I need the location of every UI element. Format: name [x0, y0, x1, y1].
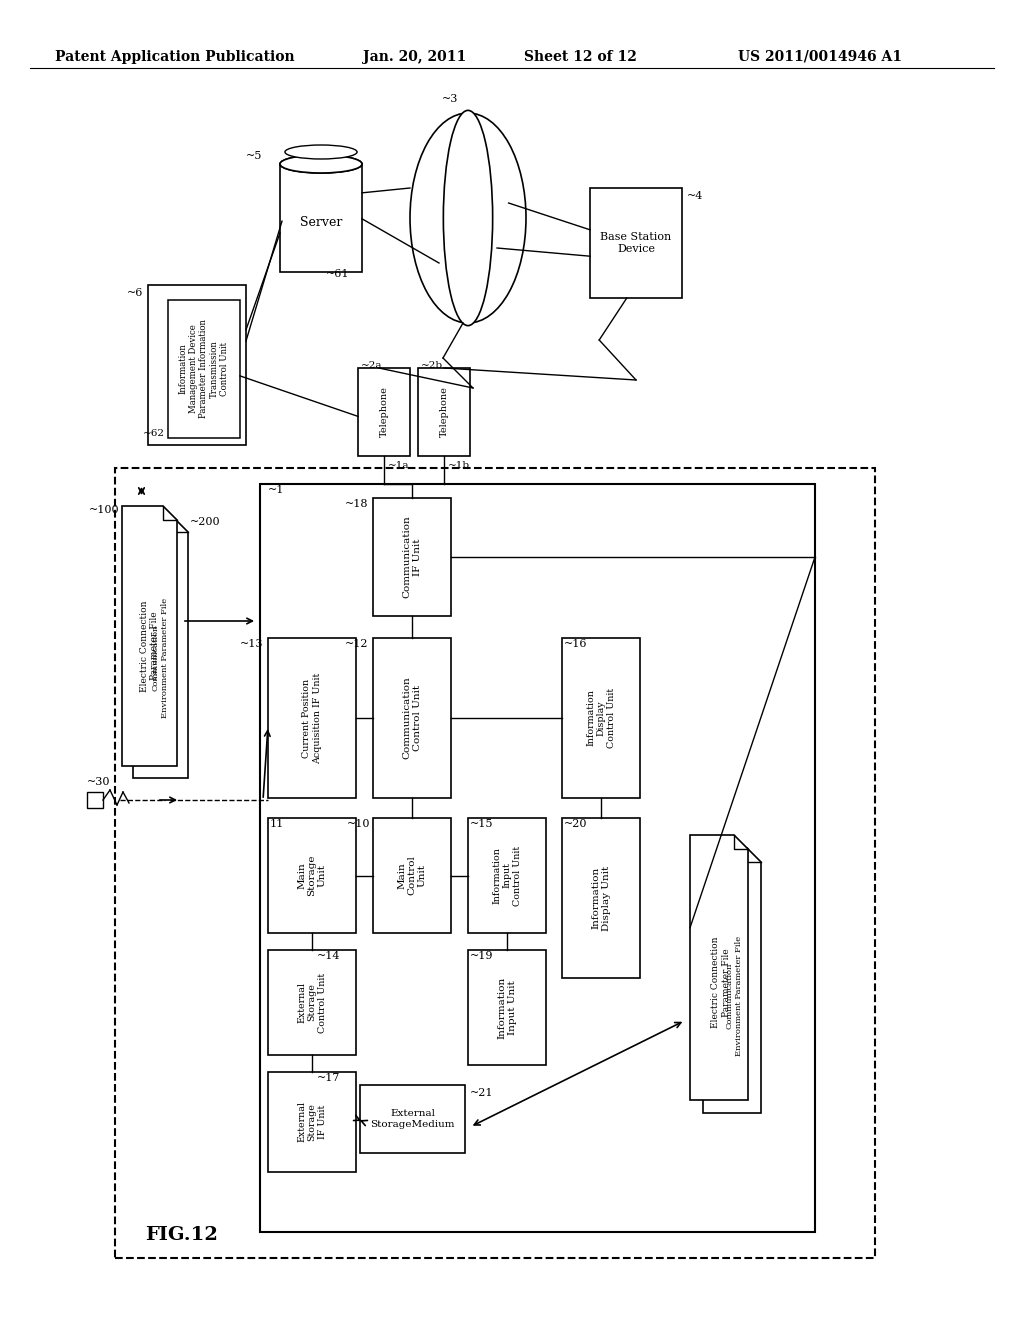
Text: ~21: ~21 — [470, 1088, 494, 1098]
Text: ~18: ~18 — [344, 499, 368, 510]
Text: ~12: ~12 — [344, 639, 368, 649]
Bar — [418, 368, 470, 455]
Bar — [562, 638, 640, 799]
Polygon shape — [122, 506, 177, 766]
Text: ~16: ~16 — [564, 639, 588, 649]
Text: FIG.12: FIG.12 — [145, 1226, 218, 1243]
Bar — [268, 950, 356, 1055]
Text: ~13: ~13 — [240, 639, 263, 649]
Text: ~17: ~17 — [317, 1073, 340, 1082]
Bar — [590, 187, 682, 298]
Text: ~4: ~4 — [687, 191, 703, 201]
Text: Server: Server — [300, 216, 342, 230]
Bar — [168, 300, 240, 438]
Bar — [360, 1085, 465, 1152]
Bar — [280, 164, 362, 272]
Polygon shape — [133, 517, 188, 777]
Text: ~200: ~200 — [190, 517, 220, 527]
Text: ~14: ~14 — [317, 950, 341, 961]
Text: Communication
Environment Parameter File: Communication Environment Parameter File — [152, 598, 169, 718]
Bar — [268, 818, 356, 933]
Text: Information
Input
Control Unit: Information Input Control Unit — [493, 845, 522, 906]
Text: ~15: ~15 — [470, 818, 494, 829]
Text: Information
Display
Control Unit: Information Display Control Unit — [586, 688, 615, 748]
Text: ~2a: ~2a — [361, 360, 383, 370]
Text: ~3: ~3 — [441, 94, 458, 104]
Text: Information
Input Unit: Information Input Unit — [498, 977, 517, 1039]
Text: External
Storage
IF Unit: External Storage IF Unit — [297, 1101, 327, 1143]
Text: ~1: ~1 — [268, 484, 285, 495]
Text: Telephone: Telephone — [439, 387, 449, 437]
Text: Telephone: Telephone — [380, 387, 388, 437]
Bar — [468, 950, 546, 1065]
Polygon shape — [703, 847, 761, 1113]
Text: Electric Connection
Parameter File: Electric Connection Parameter File — [712, 937, 731, 1028]
Bar — [373, 638, 451, 799]
Bar — [373, 498, 451, 616]
Text: Sheet 12 of 12: Sheet 12 of 12 — [523, 50, 637, 63]
Text: 11: 11 — [270, 818, 285, 829]
Ellipse shape — [410, 114, 526, 323]
Text: ~2b: ~2b — [421, 360, 443, 370]
Bar — [268, 1072, 356, 1172]
Bar — [373, 818, 451, 933]
Text: Communication
Environment Parameter File: Communication Environment Parameter File — [725, 936, 742, 1056]
Text: ~30: ~30 — [87, 777, 111, 787]
Bar — [148, 285, 246, 445]
Text: ~100: ~100 — [88, 506, 119, 515]
Text: Current Position
Acquisition IF Unit: Current Position Acquisition IF Unit — [302, 672, 322, 764]
Text: ~5: ~5 — [246, 150, 262, 161]
Text: ~10: ~10 — [346, 818, 370, 829]
Text: Information
Display Unit: Information Display Unit — [591, 866, 610, 931]
Text: ~19: ~19 — [470, 950, 494, 961]
Text: ~1b: ~1b — [449, 462, 470, 470]
Text: US 2011/0014946 A1: US 2011/0014946 A1 — [738, 50, 902, 63]
Text: Communication
IF Unit: Communication IF Unit — [402, 516, 422, 598]
Text: External
Storage
Control Unit: External Storage Control Unit — [297, 973, 327, 1032]
Text: Base Station
Device: Base Station Device — [600, 232, 672, 253]
Text: ~6: ~6 — [127, 288, 143, 298]
Text: ~61: ~61 — [326, 269, 349, 279]
Bar — [87, 792, 103, 808]
Text: Information
Management Device
Parameter Information
Transmission
Control Unit: Information Management Device Parameter … — [179, 319, 229, 418]
Text: ~62: ~62 — [143, 429, 165, 437]
Bar — [562, 818, 640, 978]
Text: External
StorageMedium: External StorageMedium — [371, 1109, 455, 1129]
Text: Jan. 20, 2011: Jan. 20, 2011 — [364, 50, 467, 63]
Bar — [268, 638, 356, 799]
Bar — [358, 368, 410, 455]
Text: Communication
Control Unit: Communication Control Unit — [402, 677, 422, 759]
Text: ~20: ~20 — [564, 818, 588, 829]
Ellipse shape — [285, 145, 357, 158]
Polygon shape — [690, 836, 748, 1100]
Ellipse shape — [280, 154, 362, 173]
Text: ~1a: ~1a — [388, 462, 410, 470]
Text: Electric Connection
Parameter File: Electric Connection Parameter File — [140, 601, 159, 692]
Bar — [115, 469, 874, 1258]
Bar — [468, 818, 546, 933]
Text: Main
Control
Unit: Main Control Unit — [397, 855, 427, 895]
Bar — [260, 484, 815, 1232]
Text: Main
Storage
Unit: Main Storage Unit — [297, 855, 327, 896]
Ellipse shape — [443, 111, 493, 326]
Text: Patent Application Publication: Patent Application Publication — [55, 50, 295, 63]
